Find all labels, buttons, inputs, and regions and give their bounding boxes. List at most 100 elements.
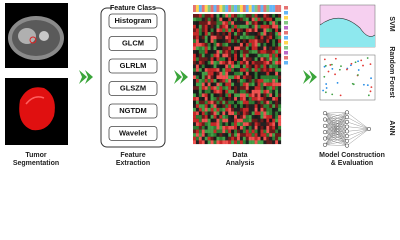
heatmap-cell	[210, 17, 214, 22]
heatmap-cell	[210, 93, 214, 98]
stage-label: Analysis	[226, 160, 255, 167]
heatmap-cell	[231, 104, 235, 108]
heatmap	[193, 5, 288, 145]
heatmap-cell	[213, 129, 217, 134]
heatmap-cell	[254, 32, 258, 36]
heatmap-cell	[228, 115, 232, 119]
heatmap-cell	[260, 129, 264, 134]
heatmap-cell	[213, 42, 217, 47]
heatmap-cell	[260, 136, 264, 141]
heatmap-cell	[242, 53, 246, 58]
heatmap-annot	[231, 5, 235, 12]
heatmap-cell	[231, 79, 235, 83]
heatmap-cell	[204, 111, 208, 116]
heatmap-cell	[245, 133, 249, 137]
heatmap-cell	[213, 28, 217, 33]
heatmap-cell	[269, 89, 273, 94]
heatmap-cell	[260, 79, 264, 83]
heatmap-cell	[225, 14, 229, 18]
heatmap-cell	[275, 46, 279, 51]
heatmap-cell	[245, 79, 249, 83]
heatmap-cell	[272, 42, 276, 47]
heatmap-cell	[201, 125, 205, 130]
heatmap-cell	[219, 35, 223, 40]
heatmap-cell	[251, 118, 255, 123]
heatmap-cell	[266, 122, 270, 127]
heatmap-cell	[193, 82, 197, 87]
heatmap-cell	[239, 129, 243, 134]
stage-label: Data	[232, 152, 247, 159]
heatmap-cell	[239, 50, 243, 54]
heatmap-cell	[231, 60, 235, 65]
heatmap-annot	[213, 5, 217, 12]
heatmap-cell	[248, 21, 252, 25]
heatmap-cell	[198, 82, 202, 87]
heatmap-cell	[269, 32, 273, 36]
heatmap-cell	[237, 111, 241, 116]
heatmap-cell	[248, 104, 252, 108]
heatmap-cell	[272, 86, 276, 90]
heatmap-cell	[213, 53, 217, 58]
heatmap-cell	[201, 75, 205, 80]
ann-edge	[346, 128, 370, 137]
ann-node	[344, 138, 350, 143]
heatmap-cell	[251, 75, 255, 80]
heatmap-cell	[207, 107, 211, 112]
heatmap-cell	[239, 136, 243, 141]
heatmap-legend	[284, 26, 288, 30]
heatmap-cell	[234, 68, 238, 72]
ann-node	[344, 115, 350, 120]
heatmap-cell	[269, 60, 273, 65]
heatmap-cell	[251, 24, 255, 29]
heatmap-cell	[260, 17, 264, 22]
heatmap-cell	[193, 57, 197, 62]
ann-node	[322, 130, 328, 135]
heatmap-cell	[239, 35, 243, 40]
heatmap-cell	[254, 24, 258, 29]
heatmap-cell	[260, 100, 264, 105]
heatmap-cell	[260, 82, 264, 87]
heatmap-cell	[213, 50, 217, 54]
heatmap-cell	[234, 100, 238, 105]
stage-label: Model Construction	[319, 152, 385, 159]
heatmap-cell	[278, 24, 282, 29]
heatmap-cell	[260, 57, 264, 62]
heatmap-cell	[210, 50, 214, 54]
heatmap-cell	[234, 107, 238, 112]
heatmap-cell	[245, 50, 249, 54]
heatmap-cell	[198, 17, 202, 22]
heatmap-cell	[254, 82, 258, 87]
heatmap-cell	[242, 82, 246, 87]
heatmap-cell	[234, 140, 238, 145]
rf-point	[362, 83, 365, 86]
heatmap-cell	[260, 46, 264, 51]
heatmap-cell	[222, 97, 226, 101]
heatmap-cell	[193, 50, 197, 54]
heatmap-cell	[257, 100, 261, 105]
heatmap-cell	[248, 107, 252, 112]
heatmap-cell	[275, 24, 279, 29]
heatmap-cell	[195, 140, 199, 145]
heatmap-cell	[207, 39, 211, 43]
feature-item-box	[108, 13, 158, 29]
heatmap-cell	[272, 125, 276, 130]
heatmap-cell	[239, 75, 243, 80]
heatmap-cell	[228, 79, 232, 83]
heatmap-cell	[266, 24, 270, 29]
heatmap-cell	[257, 86, 261, 90]
heatmap-cell	[193, 64, 197, 69]
heatmap-cell	[222, 75, 226, 80]
heatmap-cell	[207, 35, 211, 40]
heatmap-cell	[266, 118, 270, 123]
heatmap-cell	[204, 140, 208, 145]
heatmap-cell	[242, 42, 246, 47]
heatmap-cell	[245, 53, 249, 58]
heatmap-cell	[237, 129, 241, 134]
heatmap-cell	[234, 14, 238, 18]
heatmap-cell	[201, 100, 205, 105]
heatmap-cell	[251, 53, 255, 58]
heatmap-cell	[242, 21, 246, 25]
heatmap-cell	[201, 122, 205, 127]
heatmap-cell	[216, 104, 220, 108]
heatmap-cell	[216, 82, 220, 87]
